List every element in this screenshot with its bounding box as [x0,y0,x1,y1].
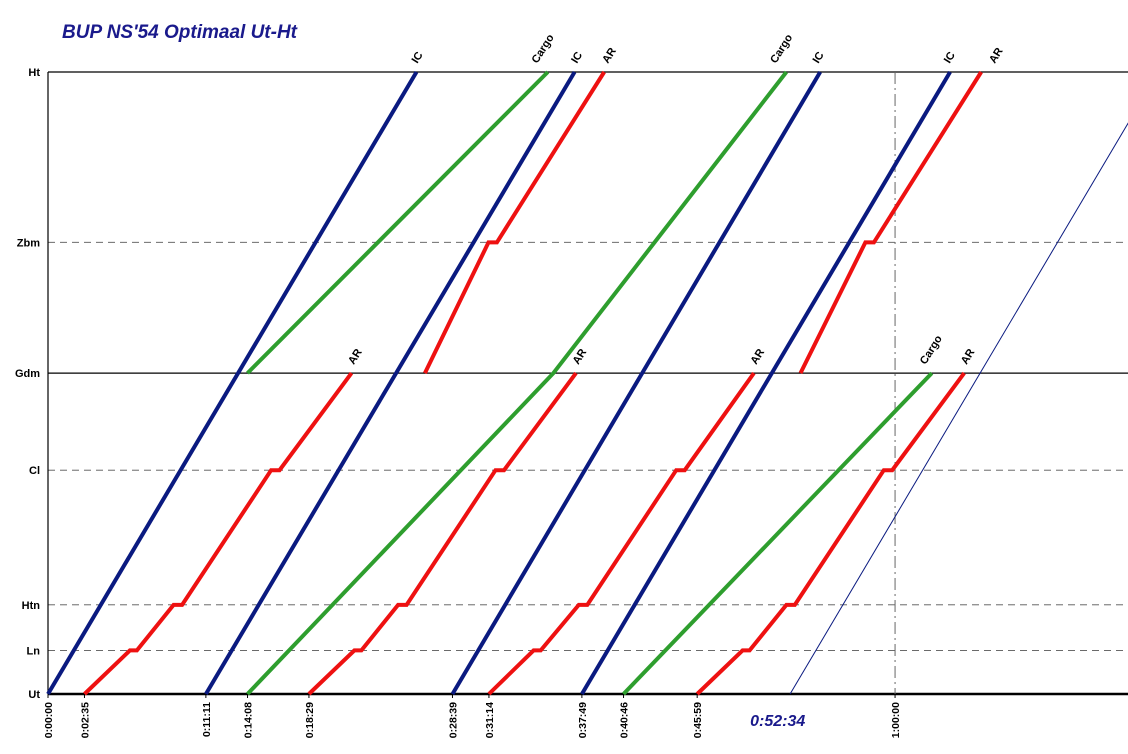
station-label-ln: Ln [27,645,41,657]
x-tick-label: 0:31:14 [484,702,496,738]
train-path-cargo-11 [246,70,550,375]
train-path-ic-1 [204,70,577,696]
x-tick-label: 0:37:49 [577,702,589,738]
train-label-cargo: Cargo [768,32,795,66]
station-labels: Ht Zbm Gdm Cl Htn Ln Ut [15,67,40,701]
train-label-cargo: Cargo [530,32,557,66]
train-path-ic-2 [450,70,822,696]
x-tick-label: 0:14:08 [243,702,255,738]
x-tick-label: 0:00:00 [43,702,55,738]
x-tick-label: 0:40:46 [619,702,631,738]
x-tick-label: 0:02:35 [79,702,91,738]
chart-title: BUP NS'54 Optimaal Ut-Ht [62,22,298,43]
train-label-ar: AR [346,347,365,367]
train-label-ic: IC [569,50,585,66]
train-path-ar-10 [798,70,983,374]
x-tick-label: 1:00:00 [890,702,902,738]
highlight-time-label: 0:52:34 [750,713,805,730]
station-label-cl: Cl [29,465,40,477]
train-path-ar-9 [423,70,606,374]
train-path-ar-7 [487,371,756,696]
station-label-htn: Htn [22,600,41,612]
train-labels: ICCargoICARCargoICICARICARARARCargoAR [346,32,1006,367]
train-label-cargo: Cargo [918,333,945,367]
x-tick-label: 0:18:29 [304,702,316,738]
train-label-ar: AR [987,46,1006,66]
station-label-zbm: Zbm [17,237,40,249]
train-path-cargo-13 [622,371,934,696]
train-path-cargo-12 [246,70,788,696]
train-path-ic-3 [580,70,952,696]
train-paths [46,70,1128,696]
train-label-ar: AR [959,347,978,367]
train-path-ar-5 [83,371,354,696]
train-label-ar: AR [748,347,767,367]
station-label-ht: Ht [28,67,40,79]
station-label-gdm: Gdm [15,368,40,380]
train-label-ar: AR [600,46,619,66]
train-path-ar-8 [695,371,966,696]
train-label-ic: IC [410,50,426,66]
time-tick-labels: 0:00:00 0:02:35 0:11:11 0:14:08 0:18:29 0:28:… [43,702,902,738]
train-path-ic-0 [46,70,419,696]
station-label-ut: Ut [28,689,40,701]
train-path-ic-thin-4 [789,122,1128,695]
x-tick-label: 0:11:11 [201,702,213,737]
x-tick-label: 0:28:39 [447,702,459,738]
x-tick-label: 0:45:59 [692,702,704,738]
time-axis [47,694,896,698]
train-label-ic: IC [811,50,827,66]
train-path-ar-6 [307,371,578,696]
train-label-ic: IC [942,50,958,66]
